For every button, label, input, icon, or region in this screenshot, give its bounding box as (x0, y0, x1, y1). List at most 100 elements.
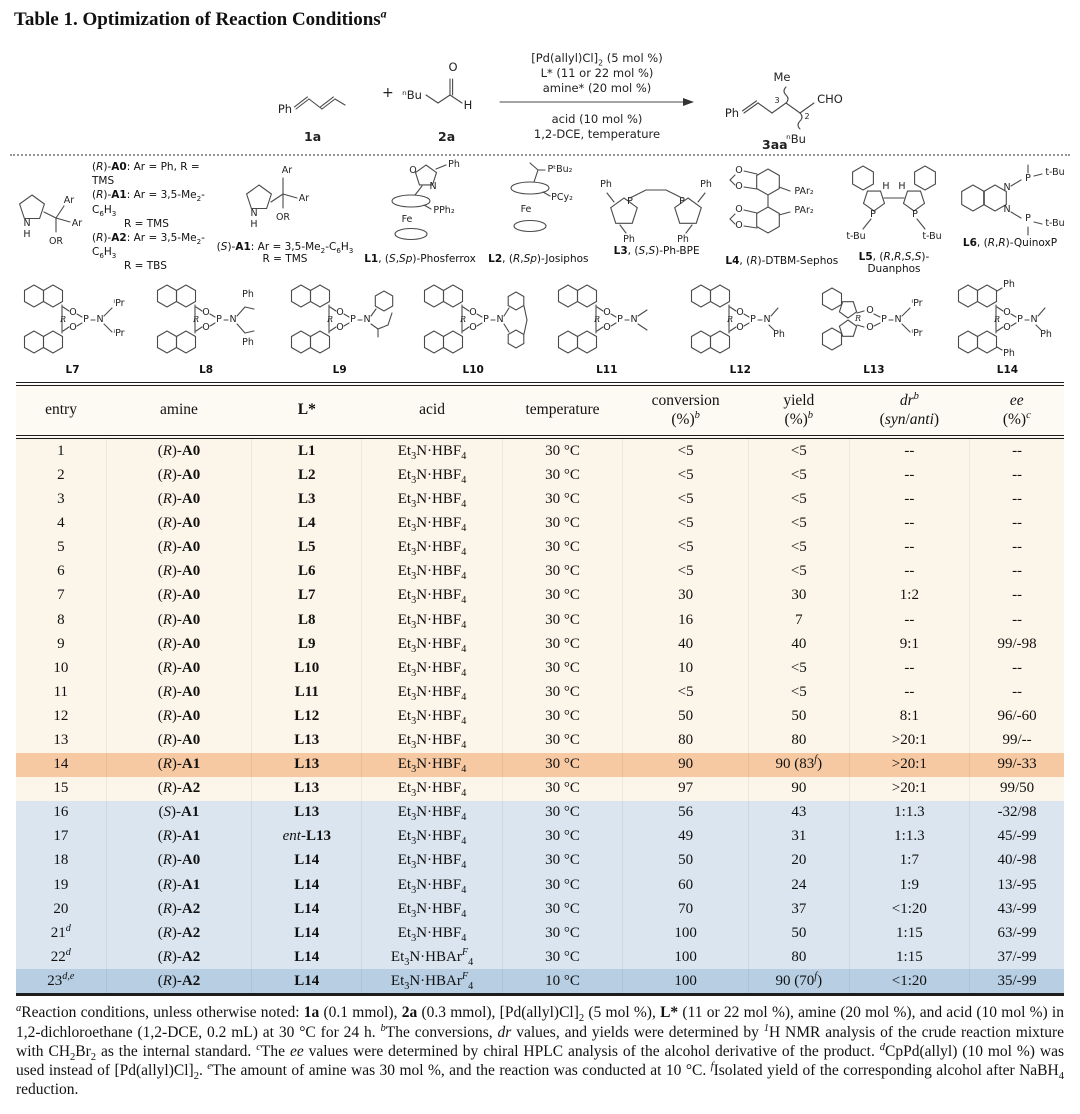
cell-acid: Et3N·HBF4 (361, 752, 503, 777)
svg-text:N: N (1031, 314, 1038, 325)
cell-temperature: 30 °C (501, 824, 623, 849)
cell-acid: Et3N·HBArF4 (361, 969, 503, 997)
cell-temperature: 30 °C (501, 704, 623, 729)
structure-binol-phosphoramidite: OOR P N (557, 284, 648, 354)
svg-text:3: 3 (774, 96, 779, 105)
svg-text:O: O (735, 204, 742, 215)
table-row: 13 (R)-A0 L13 Et3N·HBF4 30 °C 80 80 >20:1 99/-- (16, 728, 1064, 753)
cell-conversion: 10 (622, 656, 749, 681)
cell-yield: 80 (748, 728, 850, 753)
cell-ligand: L14 (251, 945, 362, 970)
cell-amine: (R)-A2 (105, 945, 252, 970)
structure-binol-phosphoramidite: OOR P N Ph Ph (157, 284, 255, 354)
cell-conversion: 97 (622, 776, 749, 801)
cell-amine: (R)-A0 (105, 535, 252, 560)
cell-dr: 1:7 (848, 848, 970, 873)
svg-text:P: P (483, 314, 489, 325)
cell-amine: (R)-A0 (105, 632, 252, 657)
cell-yield: 24 (748, 873, 850, 898)
table-row: 14 (R)-A1 L13 Et3N·HBF4 30 °C 90 90 (83f) >20:1… (16, 752, 1064, 777)
svg-text:R: R (854, 314, 861, 323)
svg-text:O: O (409, 165, 416, 176)
svg-text:O: O (202, 322, 209, 333)
cell-entry: 11 (53, 683, 69, 700)
svg-text:N: N (230, 314, 237, 325)
cell-amine: (R)-A0 (105, 656, 252, 681)
cell-dr: -- (848, 656, 970, 681)
cell-ee: -- (969, 583, 1064, 608)
svg-text:O: O (866, 305, 873, 316)
cell-dr: -- (848, 437, 970, 464)
cell-yield: 80 (748, 945, 850, 970)
cell-yield: 90 (70f) (748, 969, 850, 997)
column-header: acid (361, 382, 503, 440)
cell-yield: 50 (748, 921, 850, 946)
cell-ligand: L13 (251, 800, 362, 825)
cell-yield: 20 (748, 848, 850, 873)
cell-amine: (R)-A0 (105, 583, 252, 608)
plus-sign: + (382, 85, 394, 101)
table-row: 5 (R)-A0 L5 Et3N·HBF4 30 °C <5 <5 -- -- (16, 535, 1064, 560)
svg-text:Ph: Ph (773, 329, 785, 340)
column-header: ee (%)c (969, 382, 1064, 440)
cell-ligand: L14 (251, 897, 362, 922)
svg-text:P: P (617, 314, 623, 325)
compound-label-3aa: 3aa (762, 137, 788, 152)
svg-text:O: O (603, 307, 610, 318)
svg-text:N: N (96, 314, 103, 325)
svg-text:P: P (83, 314, 89, 325)
cell-ligand: L12 (251, 704, 362, 729)
cell-amine: (R)-A0 (105, 607, 252, 633)
cell-amine: (R)-A0 (105, 487, 252, 512)
cell-yield: 40 (748, 632, 850, 657)
cell-entry: 22d (50, 946, 71, 965)
cell-yield: 90 (83f) (748, 752, 850, 777)
table-row: 7 (R)-A0 L7 Et3N·HBF4 30 °C 30 30 1:2 -- (16, 583, 1064, 608)
cell-dr: 1:2 (848, 583, 970, 608)
cell-ligand: L10 (251, 656, 362, 681)
cell-yield: <5 (748, 535, 850, 560)
cell-conversion: 60 (622, 873, 749, 898)
svg-text:Me: Me (774, 70, 791, 84)
cell-entry: 16 (53, 804, 69, 821)
svg-text:N: N (497, 314, 504, 325)
cell-dr: 1:1.3 (848, 824, 970, 849)
cell-dr: 1:15 (848, 945, 970, 970)
cell-ligand: L14 (251, 848, 362, 873)
compound-label-2a: 2a (438, 129, 456, 144)
svg-text:PCy₂: PCy₂ (551, 192, 573, 203)
cell-ligand: L13 (251, 776, 362, 801)
svg-text:R: R (58, 315, 65, 324)
svg-text:Ar: Ar (64, 195, 74, 206)
svg-text:H: H (250, 219, 257, 230)
cell-acid: Et3N·HBF4 (361, 437, 503, 464)
cell-ee: 13/-95 (969, 873, 1064, 898)
svg-text:O: O (737, 322, 744, 333)
svg-text:O: O (603, 322, 610, 333)
table-row: 21d (R)-A2 L14 Et3N·HBF4 30 °C 100 50 1:15 63/-9… (16, 921, 1064, 946)
svg-text:N: N (630, 314, 637, 325)
cell-yield: 30 (748, 583, 850, 608)
cell-conversion: <5 (622, 680, 749, 705)
ligand-L11: O O R P N L11 (540, 279, 673, 376)
table-row: 12 (R)-A0 L12 Et3N·HBF4 30 °C 50 50 8:1 96/-60 (16, 704, 1064, 729)
column-header: temperature (502, 382, 623, 440)
svg-text:OR: OR (49, 236, 63, 247)
structure-caption: (S)-A1: Ar = 3,5-Me2-C6H3 R = TMS (216, 241, 354, 266)
ligand-L9: O O R P N L9 (273, 279, 406, 376)
cell-ee: 37/-99 (969, 945, 1064, 970)
cell-temperature: 30 °C (501, 776, 623, 801)
structure-caption: L4, (R)-DTBM-Sephos (725, 255, 839, 267)
cell-amine: (R)-A0 (105, 463, 252, 488)
cell-temperature: 30 °C (501, 559, 623, 584)
cell-ee: 99/-33 (969, 752, 1064, 777)
svg-text:t-Bu: t-Bu (922, 231, 941, 242)
cell-temperature: 30 °C (501, 728, 623, 753)
cell-acid: Et3N·HBF4 (361, 873, 503, 898)
cell-amine: (R)-A2 (105, 969, 252, 997)
structure-binol-phosphoramidite: OOR P NPh (691, 284, 785, 354)
